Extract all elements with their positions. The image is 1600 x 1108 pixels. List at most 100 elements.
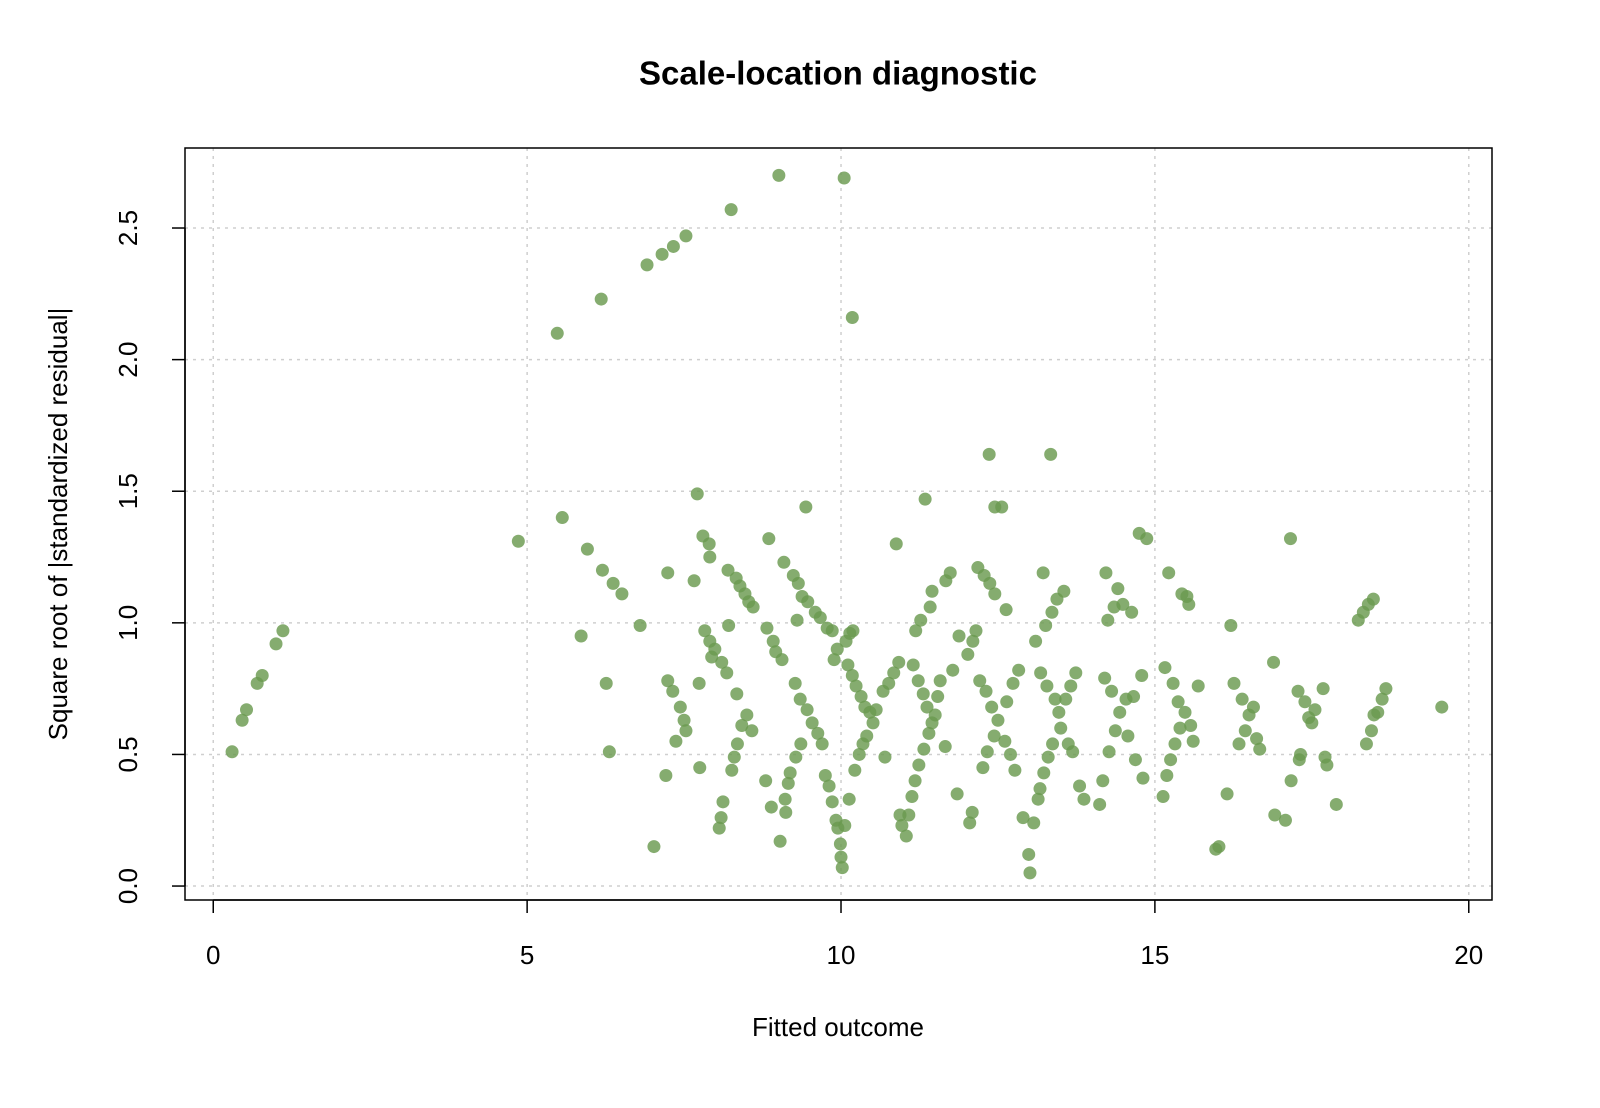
point [980,745,994,759]
point [580,542,594,556]
point [1359,737,1373,751]
point [1178,705,1192,719]
point [979,684,993,698]
point [1168,737,1182,751]
point [1140,532,1154,546]
point [1099,566,1113,580]
point [1077,792,1091,806]
point [235,713,249,727]
point [1008,763,1022,777]
point [1253,742,1267,756]
point [772,168,786,182]
point [690,487,704,501]
point [1136,771,1150,785]
point [822,779,836,793]
point [606,576,620,590]
point [801,595,815,609]
point [902,808,916,822]
point [1158,661,1172,675]
chart-title: Scale-location diagnostic [639,55,1037,92]
point [730,737,744,751]
point [1220,787,1234,801]
point [1039,618,1053,632]
point [673,700,687,714]
point [777,555,791,569]
point [848,763,862,777]
point [783,766,797,780]
point [889,537,903,551]
point [725,763,739,777]
point [1160,769,1174,783]
point [1016,811,1030,825]
point [800,703,814,717]
point [666,684,680,698]
point [827,653,841,667]
point [712,821,726,835]
point [721,563,735,577]
point [1164,753,1178,767]
point [1224,618,1238,632]
point [276,624,290,638]
point [1027,816,1041,830]
point [766,634,780,648]
point [1037,766,1051,780]
point [1069,666,1083,680]
point [1000,695,1014,709]
point [799,500,813,514]
point [916,687,930,701]
point [999,603,1013,617]
point [846,624,860,638]
point [905,790,919,804]
point [1066,745,1080,759]
point [866,716,880,730]
grid [185,148,1492,900]
point [640,258,654,272]
point [818,769,832,783]
point [1004,747,1018,761]
point [599,676,613,690]
point [1046,737,1060,751]
point [887,666,901,680]
point [1305,716,1319,730]
point [615,587,629,601]
point [963,816,977,830]
point [692,676,706,690]
point [928,708,942,722]
point [764,800,778,814]
point [722,618,736,632]
point [1023,866,1037,880]
point [1291,684,1305,698]
point [550,326,564,340]
point [943,566,957,580]
point [746,600,760,614]
point [555,511,569,525]
point [920,700,934,714]
y-tick-label: 0.0 [113,868,143,904]
point [1379,682,1393,696]
point [1113,705,1127,719]
point [987,729,1001,743]
point [1031,792,1045,806]
point [982,447,996,461]
y-tick-label: 0.5 [113,736,143,772]
point [834,850,848,864]
point [1040,679,1054,693]
x-axis-label: Fitted outcome [752,1012,924,1042]
point [1093,797,1107,811]
point [952,629,966,643]
point [869,703,883,717]
point [679,724,693,738]
point [838,819,852,833]
point [1045,605,1059,619]
point [1135,668,1149,682]
x-tick-label: 15 [1140,940,1169,970]
point [918,492,932,506]
point [666,239,680,253]
point [1105,684,1119,698]
point [1156,790,1170,804]
point [965,805,979,819]
point [1059,692,1073,706]
point [917,742,931,756]
